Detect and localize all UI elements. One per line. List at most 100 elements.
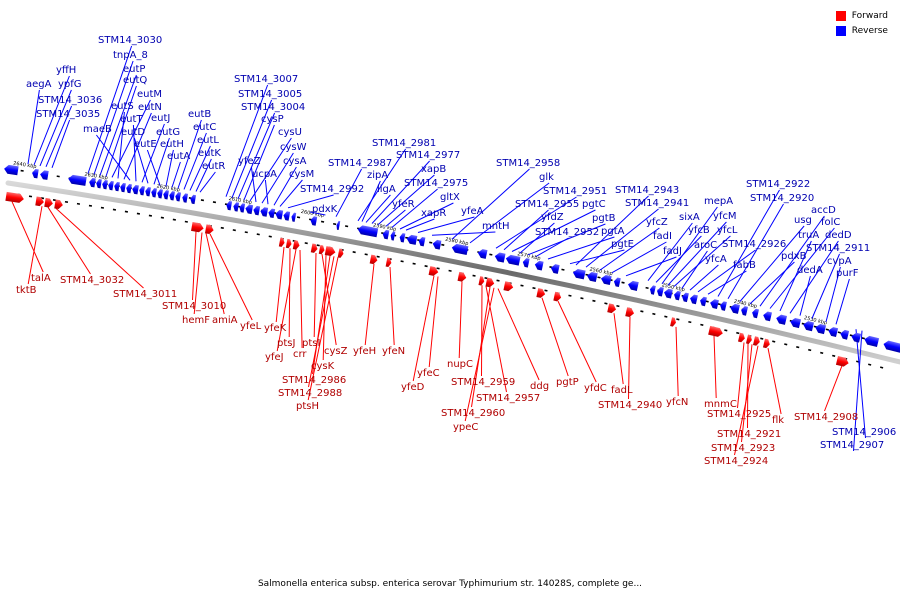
reverse-gene-arrow — [451, 243, 469, 256]
reverse-gene-label: ypfG — [58, 79, 82, 90]
reverse-gene-label: eutD — [121, 127, 145, 138]
reverse-gene-arrow — [175, 192, 182, 202]
axis-dash-lower — [304, 242, 308, 245]
reverse-gene-label: STM14_2907 — [820, 440, 884, 451]
reverse-leader-line — [451, 168, 530, 240]
forward-gene-label: STM14_2924 — [704, 456, 768, 467]
reverse-gene-arrow — [157, 189, 163, 199]
reverse-leader-line — [739, 225, 805, 302]
reverse-leader-line — [789, 240, 839, 314]
axis-dash-lower — [100, 206, 105, 209]
reverse-leader-line — [535, 237, 569, 257]
axis-dash-lower — [796, 346, 800, 349]
reverse-leader-line — [287, 194, 334, 209]
reverse-leader-line — [811, 253, 840, 319]
reverse-gene-arrow — [226, 201, 233, 211]
axis-dash-lower — [879, 366, 884, 369]
reverse-leader-line — [87, 45, 133, 174]
reverse-gene-label: yfeZ — [238, 156, 261, 167]
axis-dash-upper — [56, 175, 60, 178]
forward-gene-arrow — [285, 238, 292, 249]
forward-gene-arrow — [337, 248, 344, 258]
reverse-gene-label: STM14_2911 — [806, 243, 870, 254]
reverse-gene-arrow — [752, 308, 759, 319]
reverse-gene-label: STM14_2952 — [535, 227, 599, 238]
reverse-leader-line — [243, 124, 275, 201]
reverse-leader-line — [279, 179, 303, 207]
axis-tick-label: 2590 kbp — [372, 222, 396, 232]
reverse-gene-label: yfcL — [717, 225, 738, 236]
reverse-gene-label: fadI — [653, 231, 672, 242]
reverse-gene-label: STM14_2951 — [543, 186, 607, 197]
reverse-gene-arrow — [572, 268, 586, 280]
reverse-gene-arrow — [68, 174, 87, 186]
reverse-gene-arrow — [336, 220, 341, 231]
axis-dash-upper — [837, 331, 841, 334]
axis-dash-lower — [256, 233, 260, 236]
reverse-leader-line — [655, 235, 702, 283]
forward-gene-arrow — [485, 277, 495, 288]
reverse-leader-line — [835, 278, 850, 325]
forward-gene-label: pgtP — [556, 377, 579, 388]
axis-dash-lower — [784, 343, 788, 346]
reverse-gene-label: pgtE — [611, 239, 634, 250]
forward-leader-line — [734, 345, 759, 456]
axis-tick-label: 2570 kbp — [517, 251, 541, 262]
reverse-gene-arrow — [418, 236, 426, 247]
forward-gene-arrow — [204, 224, 214, 235]
reverse-leader-line — [575, 195, 649, 266]
forward-gene-label: STM14_2957 — [476, 393, 540, 404]
forward-leader-line — [193, 232, 203, 315]
reverse-leader-line — [33, 75, 70, 166]
reverse-gene-label: sixA — [679, 212, 700, 223]
reverse-leader-line — [105, 85, 137, 177]
reverse-gene-label: dedD — [825, 230, 852, 241]
reverse-gene-label: fadJ — [663, 246, 682, 257]
reverse-leader-line — [749, 261, 795, 305]
forward-gene-label: STM14_2908 — [794, 412, 858, 423]
axis-dash-lower — [412, 262, 416, 265]
forward-gene-label: STM14_2988 — [278, 388, 342, 399]
reverse-leader-line — [399, 202, 454, 230]
reverse-gene-label: STM14_2906 — [832, 427, 896, 438]
reverse-gene-label: eutN — [138, 102, 162, 113]
reverse-leader-line — [717, 189, 780, 297]
legend-reverse: Reverse — [835, 23, 888, 38]
forward-leader-line — [276, 249, 297, 352]
reverse-gene-label: eutL — [197, 135, 219, 146]
reverse-gene-arrow — [522, 258, 530, 268]
reverse-gene-label: STM14_3030 — [98, 35, 162, 46]
reverse-gene-label: tnpA_8 — [113, 50, 148, 61]
axis-dash-upper — [561, 268, 565, 271]
forward-gene-arrow — [503, 281, 514, 292]
forward-gene-label: STM14_2923 — [711, 443, 775, 454]
reverse-gene-label: ucpA — [252, 169, 277, 180]
forward-gene-label: yfeL — [240, 321, 262, 332]
reverse-gene-arrow — [628, 280, 639, 291]
axis-tick-label: 2620 kbp — [156, 183, 180, 193]
forward-gene-label: yfeJ — [265, 352, 284, 363]
reverse-gene-label: cysP — [261, 114, 284, 125]
reverse-leader-line — [647, 222, 693, 282]
reverse-gene-arrow — [253, 205, 261, 216]
reverse-leader-line — [547, 236, 615, 260]
reverse-leader-line — [495, 196, 577, 249]
reverse-leader-line — [45, 105, 73, 167]
reverse-gene-arrow — [275, 209, 284, 220]
reverse-gene-arrow — [682, 292, 689, 303]
reverse-leader-line — [405, 218, 435, 231]
reverse-gene-label: cvpA — [827, 256, 852, 267]
reverse-gene-arrow — [114, 181, 120, 192]
forward-gene-arrow — [324, 246, 336, 257]
forward-gene-label: yfeK — [264, 323, 287, 334]
reverse-gene-label: xapB — [421, 164, 446, 175]
axis-tick-label: 2530 kbp — [803, 315, 827, 326]
reverse-gene-label: mntH — [482, 221, 510, 232]
reverse-gene-label: STM14_2955 — [515, 199, 579, 210]
axis-dash-upper — [320, 220, 325, 223]
forward-leader-line — [464, 287, 495, 422]
reverse-gene-label: STM14_2941 — [625, 198, 689, 209]
reverse-gene-arrow — [108, 180, 114, 191]
axis-dash-lower — [736, 331, 740, 335]
reverse-gene-label: gltX — [440, 192, 460, 203]
